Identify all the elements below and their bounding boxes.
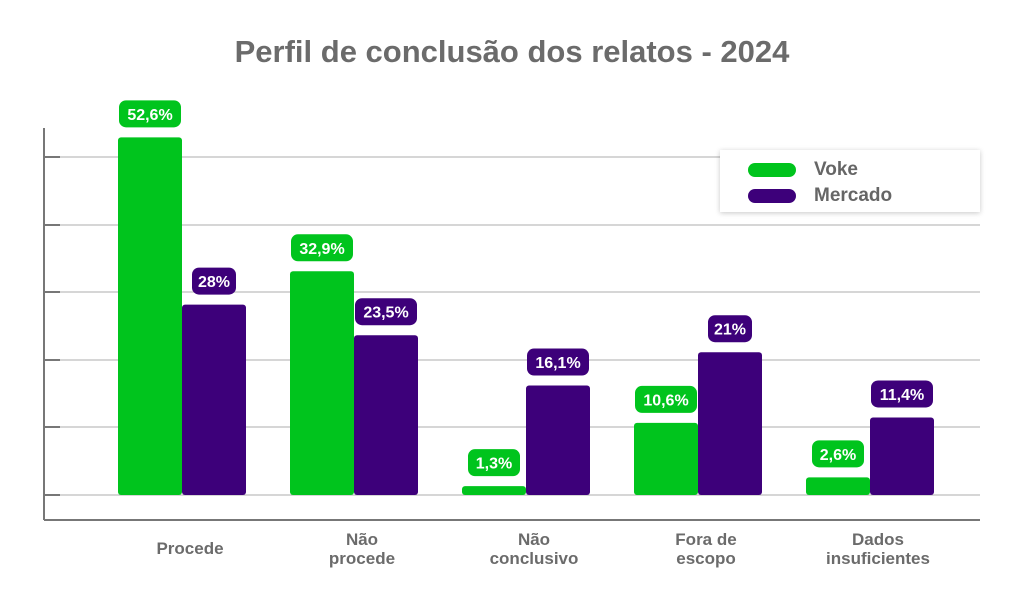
category-label: Não procede — [287, 530, 437, 568]
bar-mercado — [698, 352, 762, 495]
category-label: Não conclusivo — [459, 530, 609, 568]
data-label-mercado: 11,4% — [880, 387, 924, 404]
category-label-line: Fora de — [675, 530, 737, 549]
bar-voke — [806, 477, 870, 495]
data-label-mercado: 28% — [198, 274, 230, 291]
legend-swatch-mercado — [748, 189, 796, 203]
bar-voke — [462, 486, 526, 495]
data-label-bg-voke — [468, 449, 520, 477]
legend-swatch-voke — [748, 163, 796, 177]
legend: Voke Mercado — [720, 150, 980, 212]
data-label-mercado: 21% — [714, 322, 746, 339]
bar-mercado — [526, 385, 590, 495]
data-label-voke: 10,6% — [643, 392, 688, 409]
bar-mercado — [182, 304, 246, 495]
data-label-bg-mercado — [192, 267, 236, 295]
bar-voke — [118, 137, 182, 495]
category-label: Fora de escopo — [631, 530, 781, 568]
data-label-bg-voke — [119, 100, 181, 128]
bars — [118, 137, 934, 495]
category-label: Dados insuficientes — [803, 530, 953, 568]
bar-voke — [290, 271, 354, 495]
legend-label-voke: Voke — [814, 159, 859, 180]
bar-mercado — [870, 417, 934, 495]
legend-item-mercado: Mercado — [748, 185, 892, 207]
category-label-line: escopo — [676, 549, 736, 568]
data-label-bg-mercado — [708, 315, 752, 343]
data-label-bg-voke — [812, 440, 864, 468]
bar-mercado — [354, 335, 418, 495]
data-label-mercado: 16,1% — [535, 355, 580, 372]
data-labels: 52,6% 32,9% 1,3% 10,6% 2,6% 28% 23,5% 16,1% 21% 1… — [119, 100, 933, 477]
chart-title: Perfil de conclusão dos relatos - 2024 — [234, 34, 790, 69]
category-label-line: Dados — [852, 530, 904, 549]
data-label-mercado: 23,5% — [363, 305, 408, 322]
axes — [43, 128, 980, 521]
data-label-bg-mercado — [355, 298, 417, 326]
data-label-bg-voke — [291, 234, 353, 262]
data-label-bg-voke — [635, 385, 697, 413]
category-label-line: insuficientes — [826, 549, 930, 568]
legend-item-voke: Voke — [748, 159, 858, 181]
bar-voke — [634, 422, 698, 495]
data-label-voke: 52,6% — [127, 107, 172, 124]
category-label-line: Procede — [156, 539, 224, 558]
data-label-voke: 1,3% — [476, 456, 512, 473]
data-label-bg-mercado — [871, 380, 933, 408]
data-label-bg-mercado — [527, 348, 589, 376]
category-label-line: procede — [328, 549, 396, 568]
legend-label-mercado: Mercado — [814, 185, 893, 206]
category-label-line: Não — [345, 530, 379, 549]
data-label-voke: 32,9% — [299, 241, 344, 258]
data-label-voke: 2,6% — [820, 447, 856, 464]
category-label-line: conclusivo — [489, 549, 579, 568]
category-label: Procede — [115, 539, 265, 558]
category-label-line: Não — [517, 530, 551, 549]
